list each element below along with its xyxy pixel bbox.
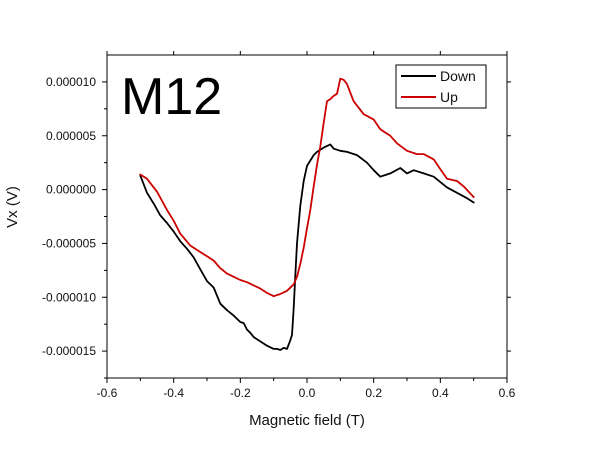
x-tick-label: 0.4 <box>432 386 449 400</box>
x-axis-ticks: -0.6 -0.4 -0.2 0.0 0.2 0.4 0.6 <box>97 51 516 400</box>
y-tick-label: 0.000000 <box>46 183 96 197</box>
series-line-down <box>139 143 475 351</box>
x-tick-label: 0.0 <box>299 386 316 400</box>
legend: Down Up <box>395 64 487 109</box>
y-tick-label: -0.000005 <box>42 236 96 250</box>
y-tick-label: -0.000010 <box>42 290 96 304</box>
legend-label-up: Up <box>440 89 458 105</box>
x-tick-label: 0.2 <box>365 386 382 400</box>
x-tick-label: -0.4 <box>163 386 184 400</box>
y-tick-label: -0.000015 <box>42 344 96 358</box>
x-axis-label: Magnetic field (T) <box>249 412 365 429</box>
x-tick-label: -0.6 <box>97 386 118 400</box>
chart-title: M12 <box>121 68 222 126</box>
x-tick-label: -0.2 <box>230 386 251 400</box>
legend-label-down: Down <box>440 68 476 84</box>
series-line-up <box>139 77 475 298</box>
y-axis-ticks: 0.000010 0.000005 0.000000 -0.000005 -0.0000… <box>42 75 511 379</box>
y-axis-label: Vx (V) <box>4 186 21 228</box>
y-tick-label: 0.000010 <box>46 75 96 89</box>
series-layer <box>139 77 475 351</box>
y-tick-label: 0.000005 <box>46 129 96 143</box>
x-tick-label: 0.6 <box>499 386 516 400</box>
legend-box <box>395 64 487 109</box>
